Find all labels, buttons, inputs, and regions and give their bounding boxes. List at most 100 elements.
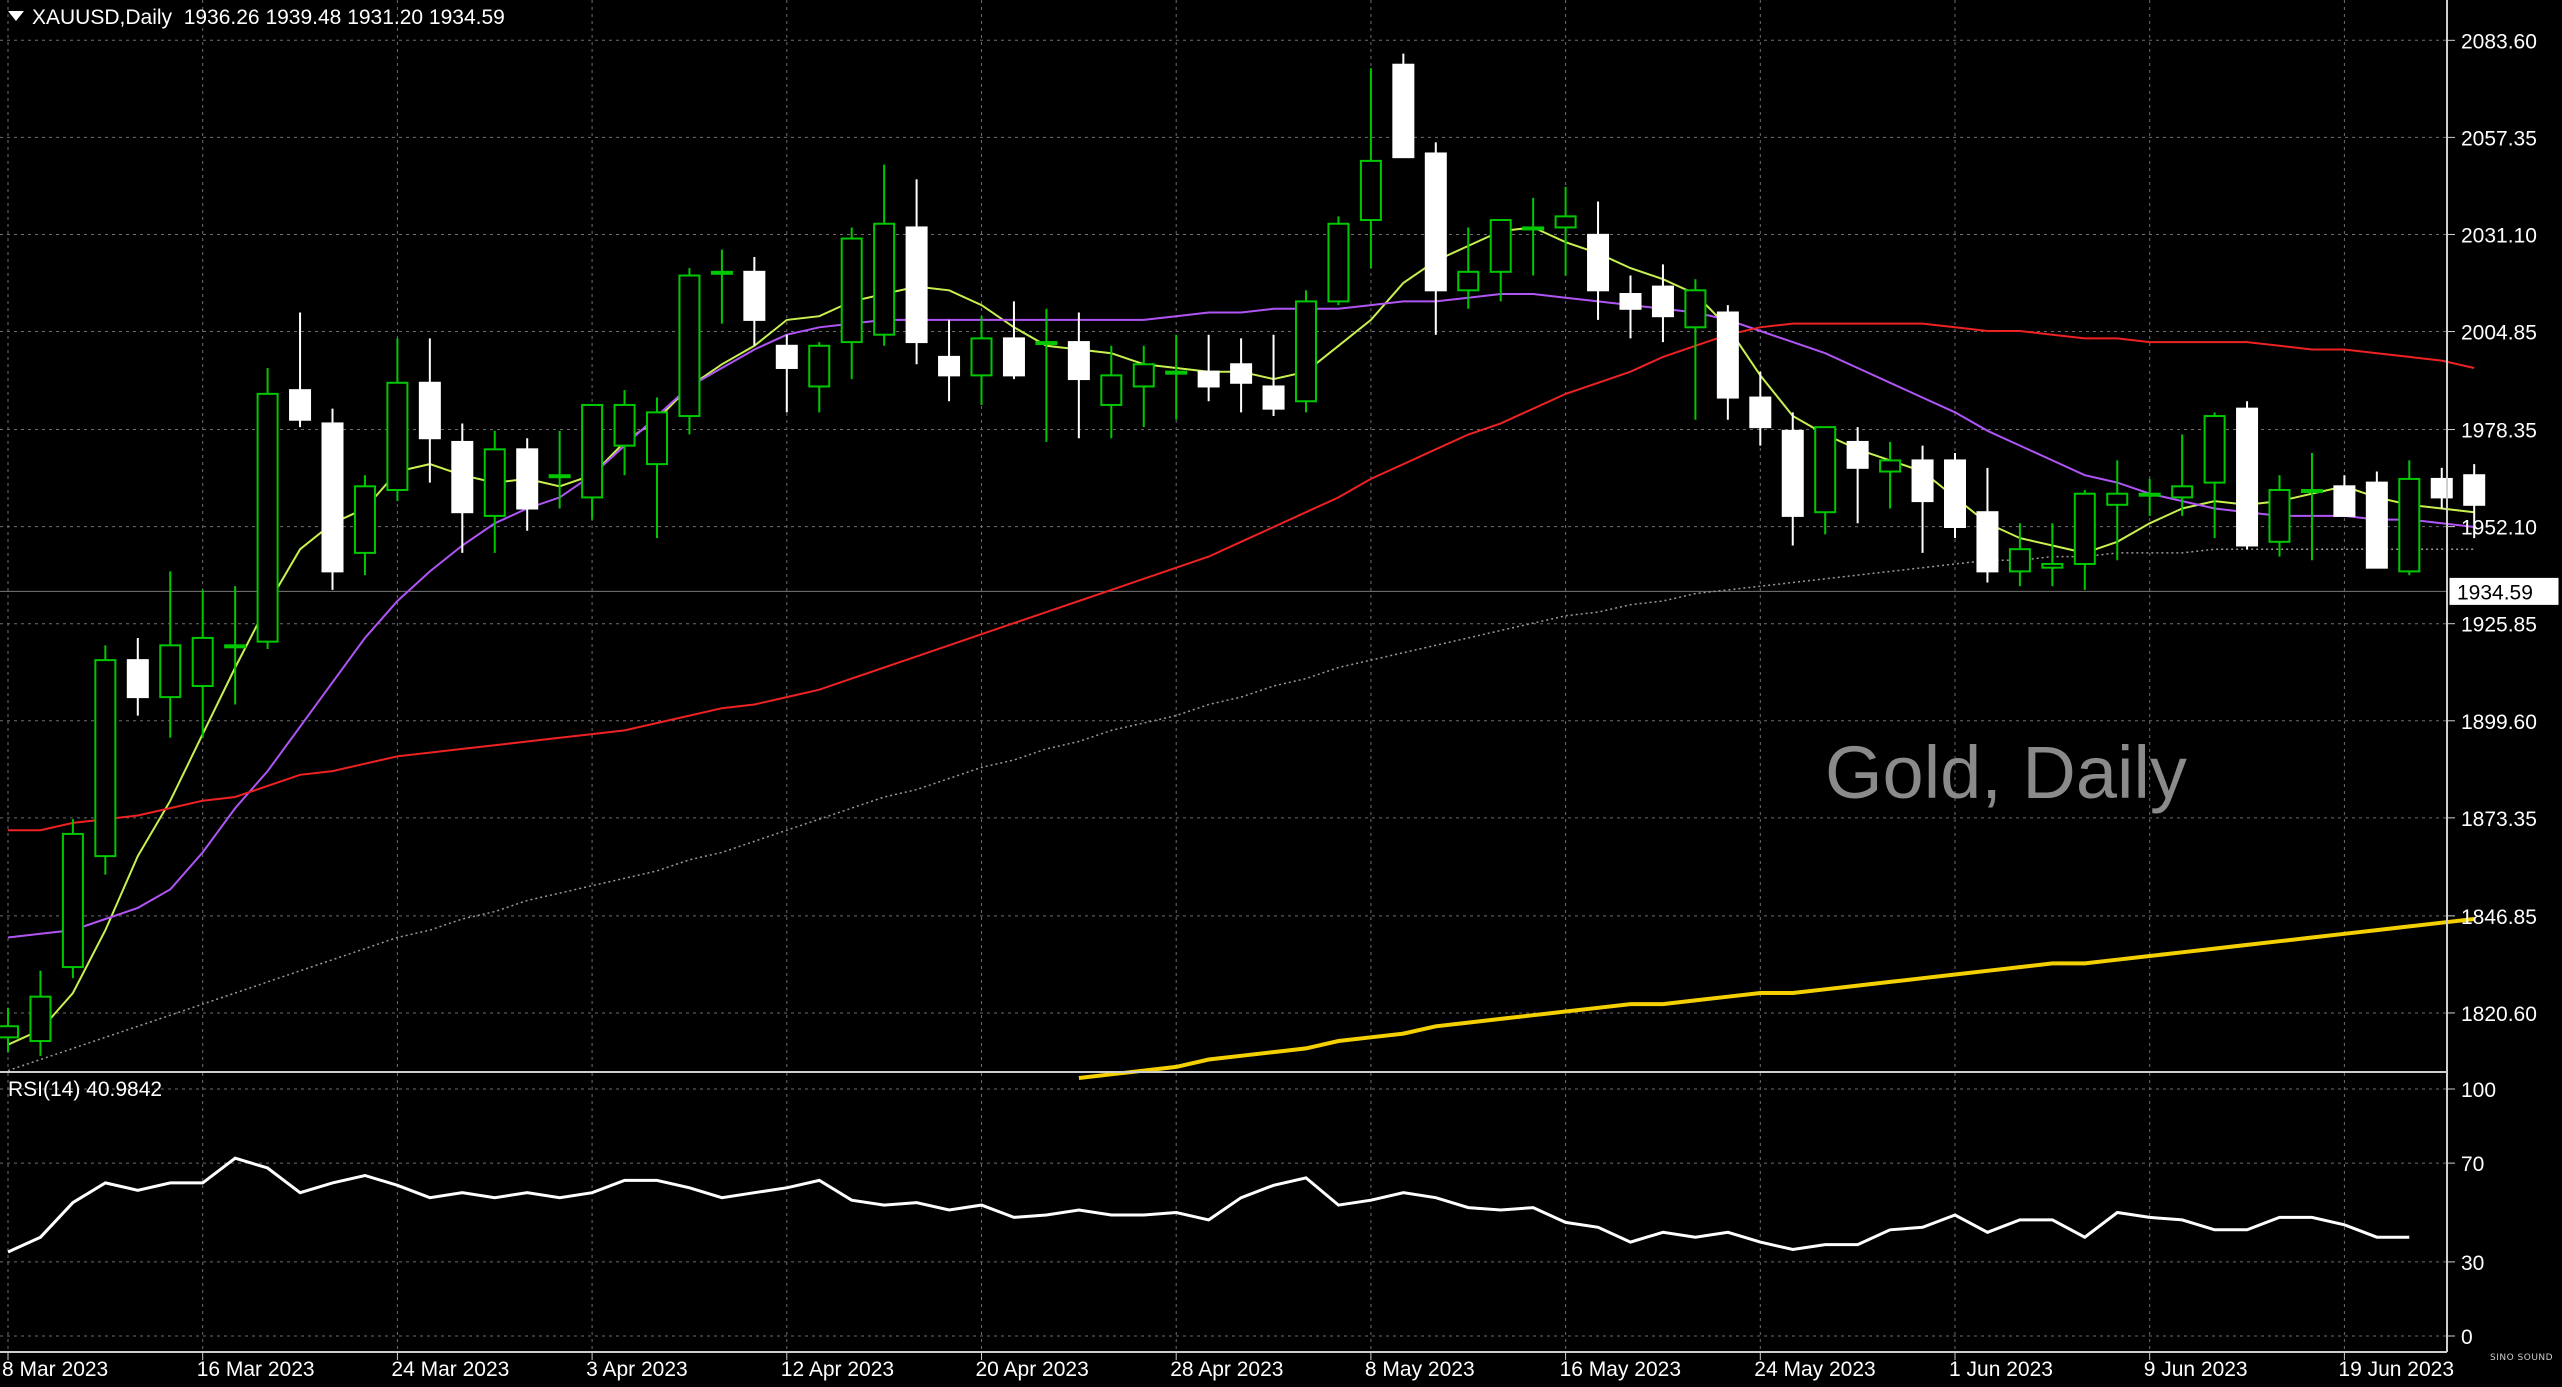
candle — [808, 342, 831, 413]
candle — [678, 268, 701, 435]
candle — [29, 970, 52, 1056]
bear-candle-body — [418, 381, 441, 440]
bull-candle-body — [1132, 363, 1155, 388]
bear-candle-body — [743, 270, 766, 321]
rsi-tick-label: 30 — [2461, 1252, 2484, 1275]
candle — [1295, 290, 1317, 413]
bear-candle-body — [775, 344, 798, 369]
candle — [1554, 186, 1577, 276]
moving-average-line-ma-long-dotted — [7, 548, 2475, 1072]
candle — [613, 390, 636, 476]
moving-average-line-ma-slow — [8, 322, 2475, 832]
candle — [1165, 334, 1188, 420]
time-tick-label: 3 Apr 2023 — [586, 1358, 688, 1381]
candle — [743, 257, 766, 346]
candle — [61, 819, 84, 979]
candle — [2138, 478, 2161, 516]
symbol-header[interactable]: XAUUSD,Daily 1936.26 1939.48 1931.20 193… — [8, 6, 505, 30]
candle — [1944, 453, 1966, 539]
candle — [2300, 453, 2323, 561]
time-tick-label: 20 Apr 2023 — [976, 1358, 1089, 1381]
bear-candle-body — [1911, 459, 1934, 503]
candle — [353, 475, 376, 576]
bull-candle-body — [1879, 459, 1902, 473]
candle — [159, 571, 182, 738]
candle — [1911, 445, 1934, 553]
bull-candle-body — [386, 381, 409, 492]
time-tick-label: 16 Mar 2023 — [197, 1358, 315, 1381]
candle — [2171, 434, 2194, 516]
price-tick-label: 1952.10 — [2461, 517, 2537, 540]
rsi-tick-label: 100 — [2461, 1079, 2496, 1102]
dropdown-triangle-icon[interactable] — [8, 11, 24, 22]
candle — [1587, 201, 1610, 320]
candle — [2203, 412, 2226, 539]
bear-candle-body — [1392, 63, 1415, 159]
bear-candle-body — [1424, 152, 1447, 292]
bear-candle-body — [1976, 511, 1999, 573]
price-tick-label: 1846.85 — [2461, 906, 2537, 929]
candle — [710, 249, 733, 324]
bull-candle-body — [94, 659, 117, 858]
candle — [873, 164, 896, 346]
time-axis: 8 Mar 2023 16 Mar 2023 24 Mar 2023 3 Apr 20… — [2, 1352, 2454, 1381]
candle — [256, 367, 279, 650]
bull-candle-body — [191, 636, 214, 688]
bull-candle-body — [2138, 492, 2161, 497]
time-tick-label: 8 May 2023 — [1365, 1358, 1475, 1381]
candle — [1457, 227, 1480, 309]
candle — [905, 179, 928, 365]
candle — [970, 316, 993, 405]
rsi-header: RSI(14) 40.9842 — [8, 1078, 163, 1101]
candle — [224, 586, 247, 705]
rsi-tick-label: 0 — [2461, 1326, 2473, 1349]
bull-candle-body — [2041, 562, 2064, 569]
bear-candle-body — [1587, 233, 1610, 292]
candle — [1035, 308, 1058, 442]
bear-candle-body — [451, 440, 474, 514]
bull-candle-body — [646, 411, 668, 466]
candle — [840, 227, 863, 380]
price-tick-label: 1899.60 — [2461, 711, 2537, 734]
bear-candle-body — [1749, 396, 1772, 429]
bear-candle-body — [2365, 481, 2388, 569]
bear-candle-body — [2236, 407, 2259, 547]
bull-candle-body — [353, 485, 376, 554]
candle — [1262, 334, 1285, 417]
rsi-panel — [7, 1156, 2410, 1254]
bear-candle-body — [1002, 337, 1025, 377]
price-tick-label: 2004.85 — [2461, 322, 2537, 345]
bull-candle-body — [483, 448, 506, 517]
price-tick-label: 2031.10 — [2461, 224, 2537, 247]
bear-candle-body — [1619, 293, 1642, 310]
bull-candle-body — [2008, 548, 2031, 573]
moving-average-line-ma-longest — [1078, 917, 2475, 1080]
price-axis: 2083.60 2057.35 2031.10 2004.85 1978.35 1952.… — [2447, 30, 2560, 1349]
candle — [1132, 345, 1155, 428]
candle — [1197, 334, 1220, 402]
moving-averages — [7, 226, 2475, 1080]
candle — [1619, 275, 1642, 339]
candle — [1716, 305, 1739, 420]
bear-candle-body — [1262, 385, 1285, 410]
candle — [1684, 279, 1707, 420]
candle — [646, 397, 668, 539]
candles — [0, 53, 2486, 1056]
candle — [2398, 460, 2421, 576]
candle — [2365, 471, 2388, 569]
bull-candle-body — [0, 1025, 19, 1039]
candle — [2008, 523, 2031, 587]
bull-candle-body — [1814, 426, 1837, 514]
candle — [2041, 523, 2064, 587]
bear-candle-body — [1197, 370, 1220, 388]
candle — [321, 408, 344, 590]
bull-candle-body — [808, 344, 831, 388]
time-tick-label: 24 May 2023 — [1754, 1358, 1875, 1381]
rsi-line — [7, 1156, 2410, 1254]
time-tick-label: 19 Jun 2023 — [2338, 1358, 2454, 1381]
candle — [1814, 426, 1837, 535]
candle — [1489, 219, 1512, 302]
bear-candle-body — [2430, 477, 2453, 499]
